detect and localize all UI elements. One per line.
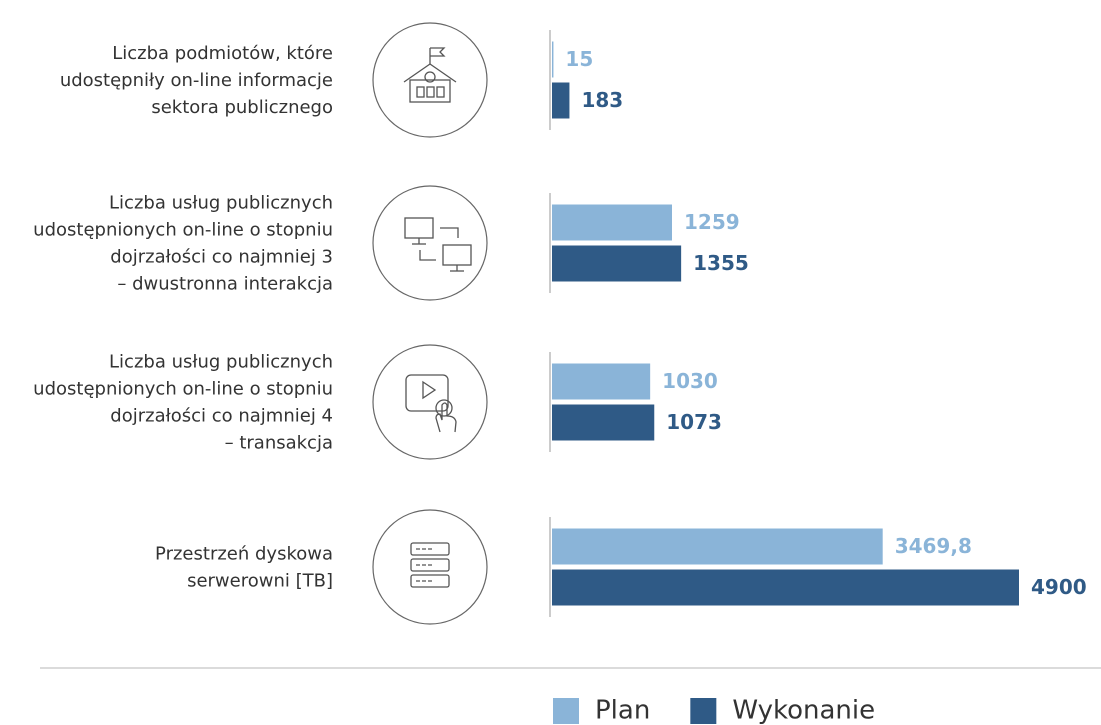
value-label: 4900 xyxy=(1031,575,1087,599)
legend-label: Plan xyxy=(595,696,650,725)
value-label: 3469,8 xyxy=(895,534,972,558)
icons xyxy=(372,22,488,625)
bar xyxy=(552,404,655,441)
bar xyxy=(552,41,554,78)
legend-label: Wykonanie xyxy=(732,696,875,725)
value-label: 1355 xyxy=(693,251,749,275)
value-label: 183 xyxy=(581,88,623,112)
bar xyxy=(552,245,682,282)
bar xyxy=(552,528,883,565)
bar xyxy=(552,82,570,119)
bar xyxy=(552,363,651,400)
value-label: 1030 xyxy=(662,369,718,393)
bar xyxy=(552,204,672,241)
value-label: 1073 xyxy=(666,410,722,434)
value-label: 15 xyxy=(565,47,593,71)
category-label: Przestrzeń dyskowa serwerowni [TB] xyxy=(155,544,333,592)
legend-swatch xyxy=(553,698,579,724)
category-label: Liczba podmiotów, które udostępniły on-li… xyxy=(60,43,333,118)
bar xyxy=(552,569,1019,606)
category-label: Liczba usług publicznych udostępnionych o… xyxy=(33,193,333,295)
category-label: Liczba usług publicznych udostępnionych o… xyxy=(33,352,333,454)
legend-swatch xyxy=(690,698,717,724)
value-label: 1259 xyxy=(684,210,740,234)
